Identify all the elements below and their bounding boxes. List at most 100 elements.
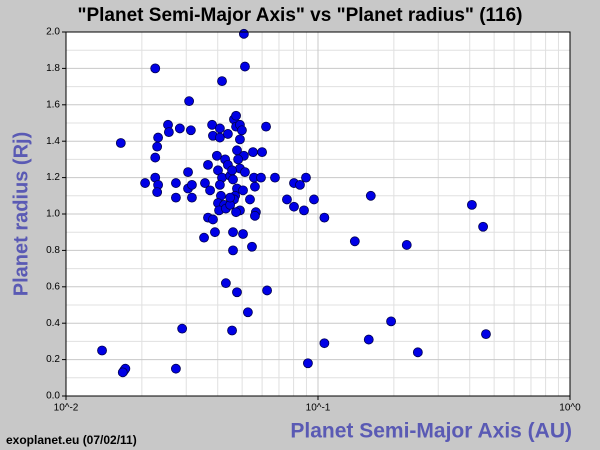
point xyxy=(183,167,193,178)
y-tick-label: 1.8 xyxy=(46,63,60,74)
point xyxy=(319,212,330,223)
point xyxy=(152,187,163,198)
point xyxy=(220,278,231,289)
y-tick-label: 1.6 xyxy=(46,99,60,110)
point xyxy=(250,210,260,221)
point xyxy=(270,172,280,183)
point xyxy=(177,323,188,334)
point xyxy=(235,134,245,145)
y-tick-label: 1.4 xyxy=(46,136,60,147)
point xyxy=(401,240,412,250)
point xyxy=(223,129,233,139)
y-axis-label: Planet radius (Rj) xyxy=(10,132,32,296)
point xyxy=(242,307,253,318)
point xyxy=(200,178,210,188)
point xyxy=(363,334,374,345)
marks xyxy=(62,28,571,400)
point xyxy=(208,214,218,225)
point xyxy=(289,201,299,212)
point xyxy=(238,229,248,239)
point xyxy=(152,141,163,152)
point xyxy=(240,167,250,178)
point xyxy=(247,241,257,252)
x-axis-label: Planet Semi-Major Axis (AU) xyxy=(290,420,572,443)
point xyxy=(214,132,225,143)
point xyxy=(299,205,309,216)
x-tick-label: 10^-1 xyxy=(306,403,331,414)
point xyxy=(248,147,258,158)
x-tick-label: 10^0 xyxy=(559,403,581,414)
point xyxy=(227,325,237,336)
y-tick-label: 1.0 xyxy=(46,209,60,220)
point xyxy=(309,194,319,205)
point xyxy=(257,147,267,158)
point xyxy=(261,121,271,132)
point xyxy=(245,194,255,205)
point xyxy=(153,132,164,143)
point xyxy=(163,127,174,138)
point xyxy=(240,61,250,72)
point xyxy=(262,285,272,296)
point xyxy=(303,358,313,369)
y-tick-label: 0.6 xyxy=(46,281,60,292)
point xyxy=(250,181,260,192)
point xyxy=(228,245,238,256)
point xyxy=(481,329,491,340)
point xyxy=(199,232,209,243)
point xyxy=(233,154,244,165)
point xyxy=(238,185,248,196)
y-tick-label: 0.2 xyxy=(46,354,60,365)
point xyxy=(231,110,241,121)
point xyxy=(386,316,396,327)
point xyxy=(185,125,196,136)
point xyxy=(412,347,423,358)
point xyxy=(365,190,376,201)
point xyxy=(232,287,242,298)
point xyxy=(214,123,225,134)
point xyxy=(171,363,181,374)
source: exoplanet.eu (07/02/11) xyxy=(6,433,137,447)
point xyxy=(174,123,185,134)
point xyxy=(187,192,197,203)
point xyxy=(319,338,330,349)
y-tick-label: 1.2 xyxy=(46,172,60,183)
point xyxy=(184,96,195,107)
point xyxy=(214,179,225,190)
point xyxy=(231,207,241,218)
y-tick-label: 0.4 xyxy=(46,318,60,329)
point xyxy=(282,194,292,205)
point xyxy=(237,125,247,136)
point xyxy=(171,178,181,188)
plot-border xyxy=(65,31,571,397)
point xyxy=(97,345,107,356)
point xyxy=(228,174,238,185)
point xyxy=(349,236,360,247)
grid xyxy=(65,31,571,397)
point xyxy=(238,28,249,39)
point xyxy=(466,199,477,210)
point xyxy=(211,150,222,161)
point xyxy=(256,172,266,183)
y-tick-label: 0.0 xyxy=(46,391,60,402)
point xyxy=(115,138,126,148)
point xyxy=(117,367,128,378)
x-tick-label: 10^-2 xyxy=(54,403,79,414)
point xyxy=(210,227,220,238)
point xyxy=(217,76,227,87)
point xyxy=(150,63,161,74)
y-tick-label: 0.8 xyxy=(46,245,60,256)
point xyxy=(140,178,150,188)
point xyxy=(203,159,213,170)
chart-title: "Planet Semi-Major Axis" vs "Planet radi… xyxy=(77,5,522,26)
point xyxy=(150,152,161,163)
point xyxy=(228,227,238,238)
point xyxy=(207,119,218,130)
point xyxy=(478,221,488,232)
point xyxy=(227,165,237,176)
point xyxy=(295,179,305,190)
point xyxy=(205,185,215,196)
point xyxy=(171,192,181,203)
point xyxy=(301,172,311,183)
point xyxy=(225,192,236,203)
